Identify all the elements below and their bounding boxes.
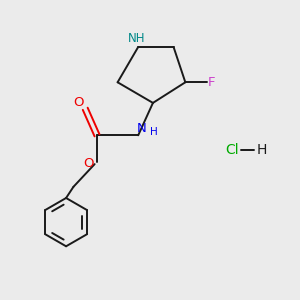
- Text: O: O: [83, 157, 93, 170]
- Text: O: O: [74, 96, 84, 110]
- Text: H: H: [257, 143, 267, 157]
- Text: NH: NH: [128, 32, 146, 45]
- Text: N: N: [137, 122, 147, 135]
- Text: Cl: Cl: [226, 143, 239, 157]
- Text: H: H: [150, 127, 158, 137]
- Text: F: F: [208, 76, 216, 89]
